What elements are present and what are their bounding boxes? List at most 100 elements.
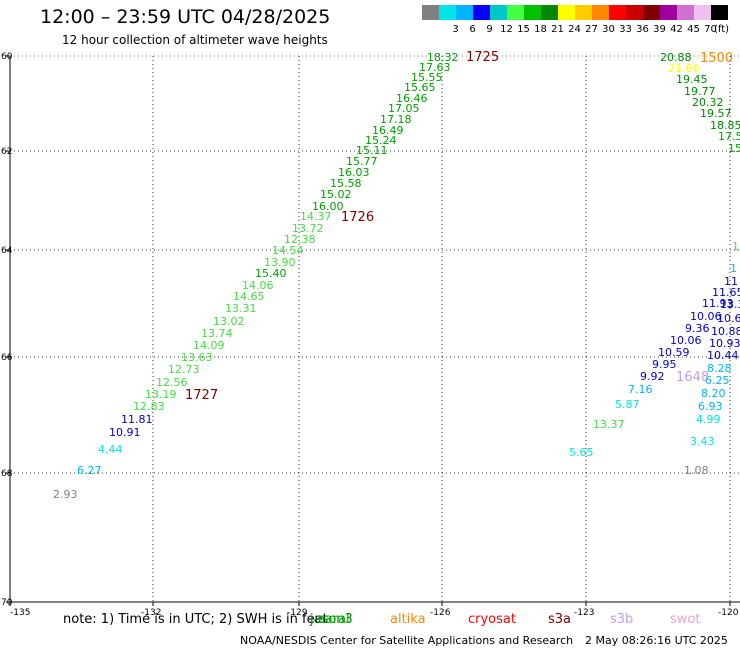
wave-height-label: 2.93 [53, 488, 78, 501]
legend-swatch [456, 5, 473, 20]
wave-height-label: 12.73 [168, 363, 200, 376]
wave-height-label: 16.03 [338, 166, 370, 179]
lat-tick-label: 68 [1, 469, 13, 479]
wave-height-label: 9.95 [652, 358, 677, 371]
wave-height-label: 11.65 [712, 286, 740, 299]
wave-height-label: 19.45 [676, 73, 708, 86]
wave-height-label: 15.11 [356, 144, 388, 157]
legend-swatch [558, 5, 575, 20]
lat-tick-label: 70 [1, 598, 13, 608]
legend-label: 21 [551, 24, 564, 35]
wave-height-label: 21.66 [668, 62, 700, 75]
wave-height-label: 14.37 [300, 210, 332, 223]
wave-height-label: 16.46 [396, 92, 428, 105]
wave-height-label: 15.40 [255, 267, 287, 280]
wave-height-label: 10.06 [670, 334, 702, 347]
wave-height-label: 16.49 [372, 124, 404, 137]
wave-height-label: 1.08 [684, 464, 709, 477]
wave-height-label: 12.83 [133, 400, 165, 413]
wave-height-label: 15.02 [320, 188, 352, 201]
lat-tick-label: 60 [1, 52, 13, 62]
legend-label: 42 [670, 24, 683, 35]
legend-label: 24 [568, 24, 581, 35]
satellite-label: saral [318, 612, 350, 627]
footer-timestamp: 2 May 08:26:16 UTC 2025 [585, 634, 728, 647]
legend-swatch [507, 5, 524, 20]
wave-height-label: 14.54 [272, 244, 304, 257]
wave-height-label: 11.81 [121, 413, 153, 426]
wave-height-label: 13.31 [225, 302, 257, 315]
footer-note: note: 1) Time is in UTC; 2) SWH is in fe… [63, 612, 328, 627]
wave-height-label: 10.06 [690, 310, 722, 323]
legend-label: 33 [619, 24, 632, 35]
legend-swatch [592, 5, 609, 20]
time-marker: 1727 [185, 388, 218, 403]
wave-height-label: 1 [732, 240, 739, 253]
wave-height-label: 15.24 [365, 134, 397, 147]
wave-height-label: 14.09 [193, 339, 225, 352]
wave-height-label: 17.05 [388, 102, 420, 115]
wave-height-label: 9.36 [685, 322, 710, 335]
legend-label: 12 [500, 24, 513, 35]
satellite-label: s3b [610, 612, 634, 627]
legend-label: 39 [653, 24, 666, 35]
wave-height-label: 6.25 [705, 374, 730, 387]
wave-height-label: 17.18 [380, 113, 412, 126]
wave-height-label: 11 [724, 275, 738, 288]
wave-height-label: 4.44 [98, 443, 123, 456]
legend-swatch [609, 5, 626, 20]
wave-height-label: 15.58 [330, 177, 362, 190]
satellite-label: swot [670, 612, 701, 627]
wave-height-label: 10.93 [709, 337, 740, 350]
wave-height-label: 20.32 [692, 96, 724, 109]
legend-label: 45 [687, 24, 700, 35]
wave-height-label: 8.28 [707, 362, 732, 375]
time-marker: 1726 [341, 210, 374, 225]
legend-swatch [677, 5, 694, 20]
wave-height-label: 10.91 [109, 426, 141, 439]
legend-swatch [575, 5, 592, 20]
wave-height-label: 3.43 [690, 435, 715, 448]
legend-swatch [541, 5, 558, 20]
satellite-label: cryosat [468, 612, 516, 627]
wave-height-label: 13.3 [720, 298, 740, 311]
legend-label: 9 [486, 24, 493, 35]
wave-height-label: 10.44 [707, 349, 739, 362]
wave-height-label: 18.85 [710, 119, 740, 132]
wave-height-label: 19.57 [700, 107, 732, 120]
lon-tick-label: -132 [141, 608, 161, 618]
legend-label: 70 [704, 24, 717, 35]
wave-height-label: 17.5 [718, 130, 740, 143]
legend-label: 30 [602, 24, 615, 35]
legend-label: 3 [452, 24, 459, 35]
legend-swatch [473, 5, 490, 20]
legend-swatch [524, 5, 541, 20]
wave-height-label: 13.90 [264, 256, 296, 269]
wave-height-label: 7.16 [628, 383, 653, 396]
legend-swatch [490, 5, 507, 20]
page-title: 12:00 – 23:59 UTC 04/28/2025 [40, 6, 331, 28]
wave-height-label: 10.59 [658, 346, 690, 359]
satellite-label: jason3 [310, 612, 353, 627]
legend-label: 18 [534, 24, 547, 35]
lon-tick-label: -126 [430, 608, 451, 618]
wave-height-label: 15 [728, 142, 740, 155]
wave-height-label: 12.56 [156, 376, 188, 389]
legend-label: 15 [517, 24, 530, 35]
time-marker: 1725 [466, 50, 499, 65]
wave-height-label: 1 [730, 262, 737, 275]
wave-height-label: 17.63 [419, 61, 451, 74]
wave-height-label: 13.02 [213, 315, 245, 328]
legend-swatch [626, 5, 643, 20]
time-marker: 1648 [676, 370, 709, 385]
lat-tick-label: 62 [1, 147, 12, 157]
wave-height-label: 13.63 [181, 351, 213, 364]
wave-height-label: 9.92 [640, 370, 665, 383]
lon-tick-label: -129 [287, 608, 308, 618]
wave-height-label: 13.37 [593, 418, 625, 431]
wave-height-label: 13.72 [292, 222, 324, 235]
wave-height-label: 13.19 [145, 388, 177, 401]
lat-tick-label: 64 [1, 246, 13, 256]
footer-credit: NOAA/NESDIS Center for Satellite Applica… [240, 634, 574, 647]
wave-height-label: 19.77 [684, 85, 716, 98]
